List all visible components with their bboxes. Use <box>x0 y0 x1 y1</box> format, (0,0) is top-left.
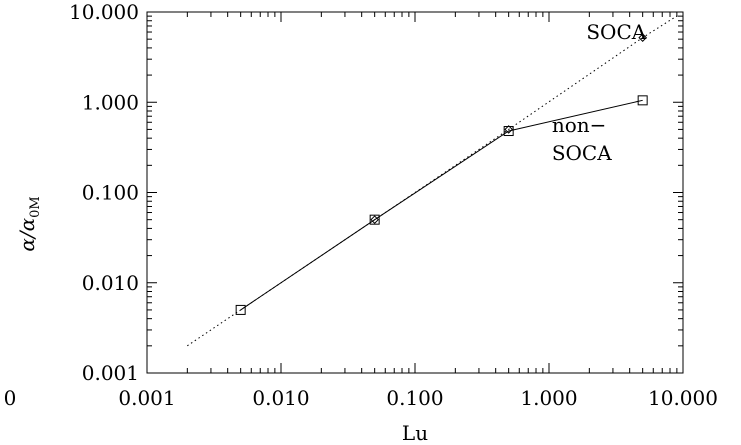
x-axis-ticks: 0.001 0.010 0.100 1.000 10.000 0 <box>4 12 718 410</box>
series-line-non-soca <box>240 99 643 311</box>
data-point-non-soca <box>637 95 648 106</box>
annotation-layer: SOCA non− SOCA <box>552 20 647 165</box>
y-tick-label: 0.010 <box>82 271 139 295</box>
y-tick-label: 0.100 <box>82 181 139 205</box>
x-tick-label: 10.000 <box>648 386 718 410</box>
data-point-soca <box>638 33 647 42</box>
y-tick-label: 1.000 <box>82 90 139 114</box>
annotation-label: non− <box>552 113 607 137</box>
x-tick-label: 0.010 <box>252 386 309 410</box>
y-axis-ticks: 0.001 0.010 0.100 1.000 10.000 <box>69 0 683 385</box>
data-point-soca <box>504 125 513 134</box>
y-axis-label-group: α/α0M <box>15 196 43 251</box>
annotation-label: SOCA <box>586 20 646 44</box>
x-tick-label: 1.000 <box>520 386 577 410</box>
series-layer <box>187 13 681 347</box>
x-tick-label-edge: 0 <box>4 386 17 410</box>
data-point-non-soca <box>369 214 380 225</box>
x-axis-label: Lu <box>402 421 428 445</box>
data-point-non-soca <box>235 304 246 315</box>
annotation-label: SOCA <box>552 141 612 165</box>
series-line-soca <box>187 13 681 347</box>
y-axis-label-sub: 0M <box>28 196 43 218</box>
y-tick-label: 0.001 <box>82 361 139 385</box>
y-tick-label: 10.000 <box>69 0 139 24</box>
data-point-non-soca <box>503 126 514 137</box>
x-tick-label: 0.100 <box>386 386 443 410</box>
y-axis-label-main: α/α <box>15 217 39 251</box>
y-axis-label: α/α0M <box>15 196 43 251</box>
x-tick-label: 0.001 <box>118 386 175 410</box>
